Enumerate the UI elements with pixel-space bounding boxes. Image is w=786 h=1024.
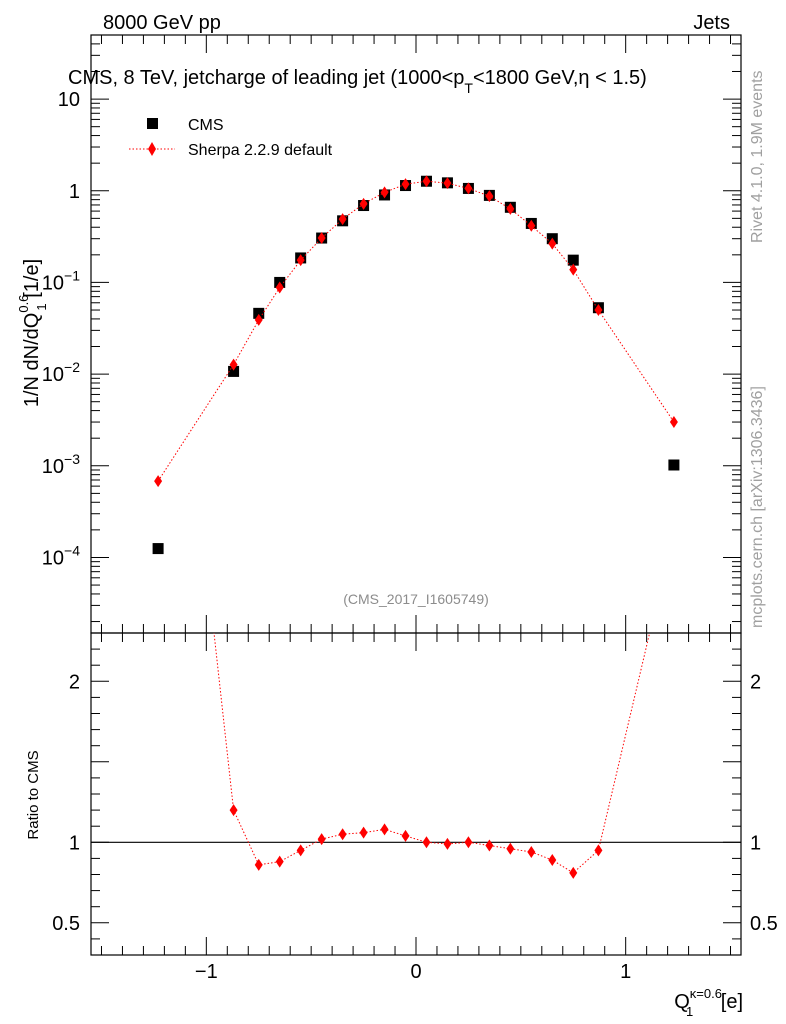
- y-tick-label: 10: [58, 89, 80, 111]
- y-axis-label-unit: [1/e]: [21, 259, 43, 303]
- ratio-panel-frame: [90, 632, 742, 956]
- sherpa-ratio-point: [338, 828, 347, 841]
- sherpa-data-point: [275, 281, 284, 294]
- sherpa-data-point: [317, 232, 326, 245]
- sherpa-ratio-point: [422, 836, 431, 849]
- sherpa-data-point: [422, 175, 431, 188]
- cms-data-point: [253, 307, 265, 319]
- sherpa-data-point: [506, 202, 515, 215]
- cms-data-point: [567, 254, 579, 266]
- sherpa-ratio-point: [229, 804, 238, 817]
- sherpa-ratio-point: [254, 858, 263, 871]
- sherpa-line: [157, 180, 675, 482]
- header-right: Jets: [693, 12, 730, 34]
- ratio-y-tick-label-right: 1: [750, 832, 761, 854]
- y-tick-label: 10−1: [42, 267, 80, 294]
- sherpa-ratio-point: [443, 837, 452, 850]
- chart-title-sub: T: [464, 80, 473, 96]
- y-axis-label-sup: 0.6: [16, 295, 31, 313]
- sherpa-data-point: [569, 263, 578, 276]
- sherpa-ratio-point: [296, 844, 305, 857]
- y-tick-label: 10−4: [42, 542, 80, 569]
- sherpa-data-point: [548, 237, 557, 250]
- sherpa-data-point: [527, 219, 536, 232]
- sherpa-ratio-point: [275, 855, 284, 868]
- legend-cms-label: CMS: [188, 117, 224, 134]
- rivet-version-text: Rivet 4.1.0, 1.9M events: [749, 70, 766, 243]
- sherpa-ratio-point: [359, 826, 368, 839]
- sherpa-ratio-point: [464, 836, 473, 849]
- ratio-y-axis-label: Ratio to CMS: [25, 750, 42, 839]
- axis-tick-labels: −1 0 1 10−4 10−3 10−2 10−1 1 10 0.5 0.5 1 1 2 2: [42, 89, 778, 983]
- legend-sherpa-marker: [148, 142, 156, 156]
- x-axis-label-sup: κ=0.6: [690, 986, 722, 1001]
- x-tick-label: −1: [195, 961, 218, 983]
- cms-data-point: [228, 365, 240, 377]
- sherpa-data-point: [338, 213, 347, 226]
- sherpa-data-point: [296, 254, 305, 267]
- ratio-y-tick-label: 1: [69, 832, 80, 854]
- y-axis-label-sub: 1: [34, 303, 49, 310]
- sherpa-ratio-point: [670, 524, 678, 536]
- legend-cms-marker: [147, 118, 158, 129]
- sherpa-ratio-point: [485, 839, 494, 852]
- analysis-watermark: (CMS_2017_I1605749): [343, 591, 489, 607]
- chart-title: CMS, 8 TeV, jetcharge of leading jet (10…: [68, 67, 647, 96]
- ratio-marks: [213, 524, 678, 879]
- chart-title-end: <1800 GeV,η < 1.5): [473, 67, 647, 89]
- ratio-y-tick-label: 2: [69, 671, 80, 693]
- sherpa-ratio-point: [594, 844, 603, 857]
- sherpa-data-point: [359, 197, 368, 210]
- y-tick-label: 10−2: [42, 359, 80, 386]
- x-axis-label: Qκ=0.6 1 [e]: [674, 986, 743, 1019]
- sherpa-data-point: [380, 186, 389, 199]
- sherpa-ratio-point: [548, 854, 557, 867]
- sherpa-ratio-point: [506, 842, 515, 855]
- y-axis-label: 1/N dN/dQ0.6 1 [1/e]: [16, 259, 49, 407]
- cms-data-point: [668, 459, 680, 471]
- chart-title-main: CMS, 8 TeV, jetcharge of leading jet (10…: [68, 67, 464, 89]
- x-axis-label-unit: [e]: [715, 991, 743, 1013]
- y-tick-label: 1: [69, 181, 80, 203]
- y-tick-label: 10−3: [42, 451, 80, 478]
- sherpa-ratio-line: [213, 633, 651, 874]
- main-marks: [152, 175, 680, 555]
- x-axis-label-sub: 1: [686, 1004, 693, 1019]
- x-axis-label-main: Q: [674, 991, 690, 1013]
- ratio-y-tick-label: 0.5: [52, 913, 80, 935]
- axis-ticks: [91, 34, 741, 956]
- legend: CMS Sherpa 2.2.9 default: [129, 117, 333, 159]
- sherpa-ratio-point: [527, 845, 536, 858]
- y-axis-label-main: 1/N dN/dQ: [21, 313, 43, 407]
- sherpa-data-point: [485, 190, 494, 203]
- cms-data-point: [152, 543, 164, 555]
- sherpa-ratio-point: [317, 833, 326, 846]
- sherpa-data-point: [669, 416, 678, 429]
- mcplots-reference-text: mcplots.cern.ch [arXiv:1306.3436]: [749, 386, 766, 628]
- sherpa-data-point: [443, 177, 452, 190]
- sherpa-data-point: [594, 304, 603, 317]
- sherpa-data-point: [464, 182, 473, 195]
- legend-sherpa-label: Sherpa 2.2.9 default: [188, 142, 333, 159]
- ratio-y-tick-label-right: 2: [750, 671, 761, 693]
- ratio-y-tick-label-right: 0.5: [750, 913, 778, 935]
- sherpa-ratio-point: [569, 866, 578, 879]
- x-tick-label: 0: [410, 961, 421, 983]
- sherpa-data-point: [401, 178, 410, 191]
- header-left: 8000 GeV pp: [103, 12, 221, 34]
- sherpa-data-point: [254, 313, 263, 326]
- sherpa-ratio-point: [380, 823, 389, 836]
- sherpa-ratio-point: [401, 829, 410, 842]
- sherpa-data-point: [229, 358, 238, 371]
- x-tick-label: 1: [620, 961, 631, 983]
- sherpa-data-point: [154, 475, 163, 488]
